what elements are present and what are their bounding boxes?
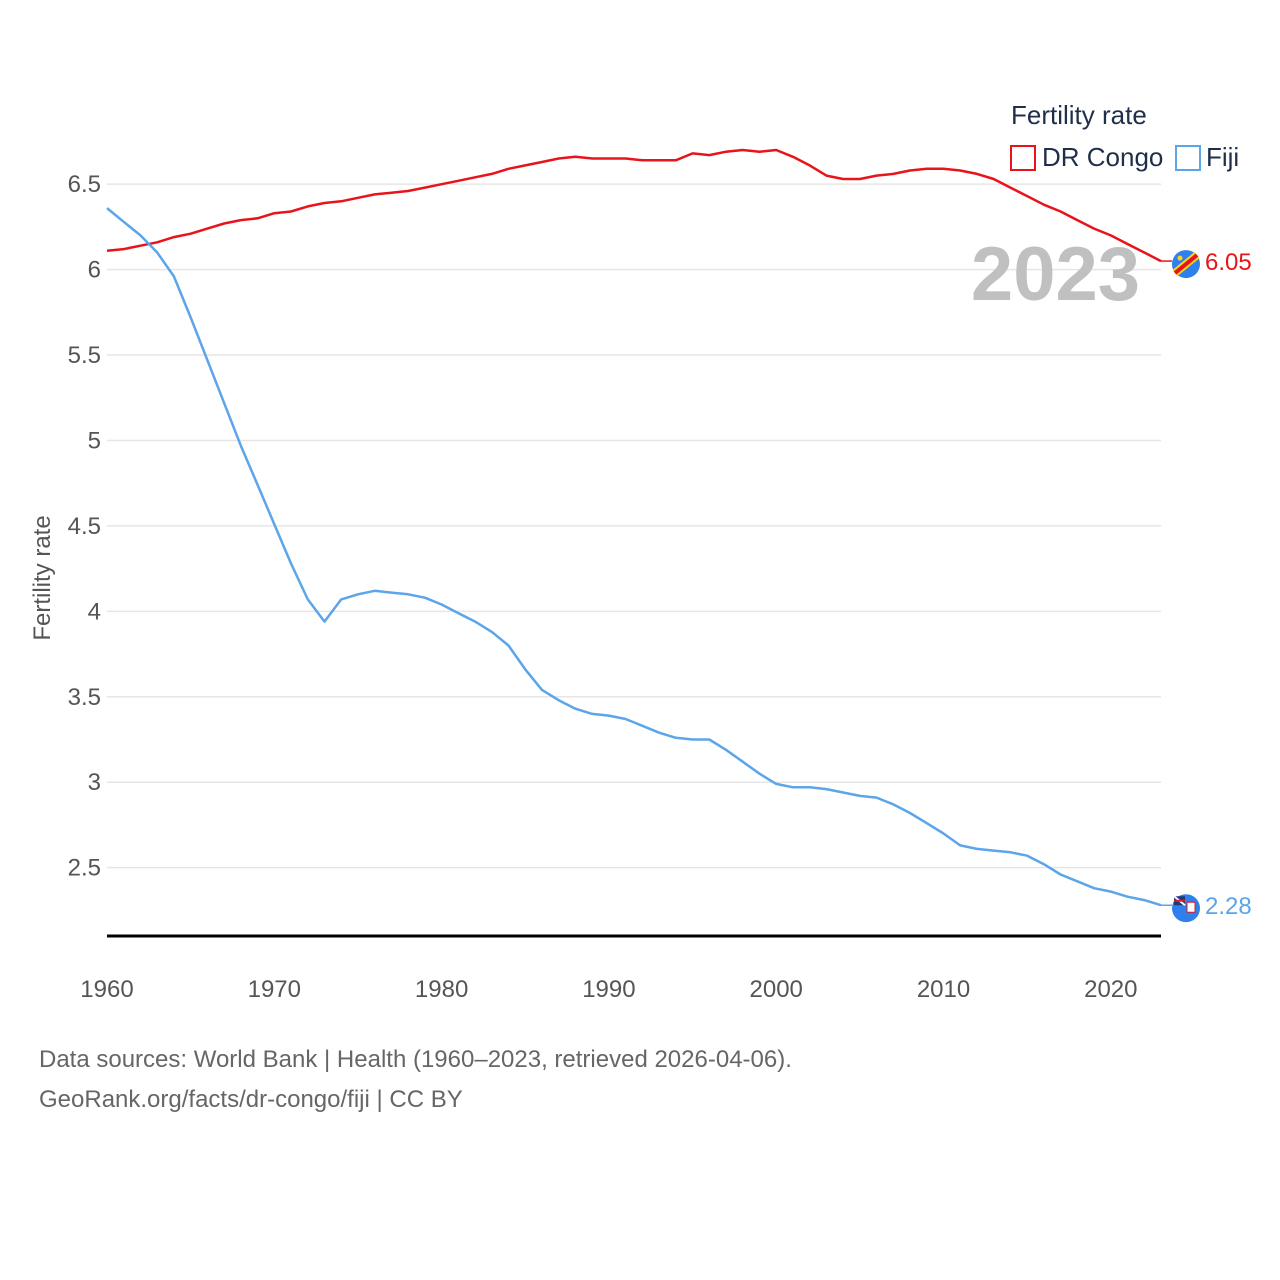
flag-stripe	[1173, 253, 1199, 275]
y-tick-label: 4	[88, 598, 101, 625]
year-watermark: 2023	[971, 232, 1140, 317]
x-tick-label: 2000	[750, 976, 803, 1003]
y-tick-label: 6	[88, 257, 101, 284]
series-lines	[106, 148, 1162, 907]
legend-label-fiji: Fiji	[1206, 142, 1239, 172]
flag-icon-fiji	[1172, 894, 1200, 923]
x-axis-ticks: 1960 1970 1980 1990 2000 2010 2020	[80, 976, 1137, 1003]
legend-swatch-dr-congo	[1010, 145, 1036, 171]
x-tick-label: 2020	[1084, 976, 1137, 1003]
fertility-line-chart: 2.5 3 3.5 4 4.5 5 5.5 6 6.5 1960 1970 1980 1990 2000…	[29, 100, 1252, 1003]
legend-item-dr-congo[interactable]: DR Congo	[1010, 142, 1163, 172]
source-link[interactable]: GeoRank.org/facts/dr-congo/fiji | CC BY	[39, 1086, 463, 1113]
legend-title: Fertility rate	[1011, 100, 1147, 130]
legend: Fertility rate DR Congo Fiji	[1010, 100, 1239, 172]
flag-shield	[1186, 901, 1196, 913]
x-tick-label: 1980	[415, 976, 468, 1003]
end-value-label-dr-congo: 6.05	[1205, 249, 1252, 276]
y-tick-label: 4.5	[68, 513, 101, 540]
end-value-label-fiji: 2.28	[1205, 893, 1252, 920]
flag-icon-dr-congo	[1172, 250, 1200, 279]
y-axis-ticks: 2.5 3 3.5 4 4.5 5 5.5 6 6.5	[68, 171, 101, 881]
series-line-fiji[interactable]	[106, 207, 1162, 907]
y-tick-label: 5	[88, 427, 101, 454]
legend-swatch-fiji	[1175, 145, 1201, 171]
x-tick-label: 1960	[80, 976, 133, 1003]
footer: Data sources: World Bank | Health (1960–…	[39, 1040, 792, 1120]
x-tick-label: 2010	[917, 976, 970, 1003]
y-tick-label: 3.5	[68, 684, 101, 711]
y-tick-label: 3	[88, 769, 101, 796]
y-tick-label: 6.5	[68, 171, 101, 198]
data-sources-text: Data sources: World Bank | Health (1960–…	[39, 1046, 792, 1073]
x-tick-label: 1970	[248, 976, 301, 1003]
y-tick-label: 2.5	[68, 855, 101, 882]
flag-star	[1177, 255, 1183, 261]
series-line-dr-congo[interactable]	[106, 148, 1162, 263]
grid-lines	[107, 183, 1161, 869]
y-tick-label: 5.5	[68, 342, 101, 369]
legend-label-dr-congo: DR Congo	[1042, 142, 1163, 172]
x-tick-label: 1990	[582, 976, 635, 1003]
end-markers: 6.05 2.28	[1161, 249, 1252, 923]
y-axis-title: Fertility rate	[29, 515, 56, 640]
legend-item-fiji[interactable]: Fiji	[1175, 142, 1239, 172]
